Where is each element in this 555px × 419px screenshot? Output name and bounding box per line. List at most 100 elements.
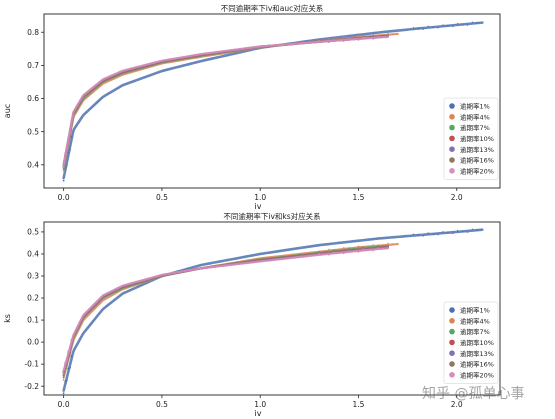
data-point (476, 22, 479, 24)
data-point (70, 338, 73, 341)
data-point (362, 36, 365, 39)
data-point (447, 25, 449, 27)
data-point (461, 230, 464, 233)
legend-box (443, 97, 499, 180)
data-point (471, 21, 474, 24)
data-point (372, 34, 374, 36)
data-point (69, 149, 71, 151)
data-point (343, 40, 345, 42)
data-point (318, 252, 320, 255)
data-point (352, 38, 355, 40)
data-point (427, 25, 429, 28)
data-point (437, 27, 439, 29)
legend-marker (449, 168, 455, 174)
data-point (67, 350, 70, 352)
data-point (437, 233, 439, 236)
legend-label: 逾期率20% (460, 166, 494, 175)
data-point (328, 38, 330, 40)
x-tick-label: 1.5 (353, 193, 365, 202)
legend-marker (449, 124, 455, 131)
legend-label: 逾期率7% (460, 123, 490, 132)
data-point (338, 39, 340, 42)
legend-label: 逾期率13% (460, 145, 494, 154)
legend-marker (449, 350, 455, 357)
data-point (62, 166, 65, 169)
legend-label: 逾期率1% (460, 102, 490, 111)
data-point (362, 248, 365, 250)
data-point (387, 242, 389, 245)
data-point (357, 245, 360, 247)
data-point (357, 251, 360, 253)
data-point (427, 232, 429, 234)
x-tick-label: 2.0 (451, 193, 463, 202)
data-point (67, 135, 70, 138)
y-tick-label: 0.2 (27, 294, 39, 303)
data-point (372, 38, 374, 40)
data-point (343, 36, 345, 39)
data-point (392, 243, 394, 246)
data-point (372, 244, 374, 246)
legend-label: 逾期率1% (460, 306, 490, 315)
legend-label: 逾期率4% (460, 112, 490, 121)
x-axis-label: iv (255, 202, 262, 211)
legend-marker (449, 339, 455, 346)
x-axis-label: iv (255, 409, 262, 418)
chart-auc: 不同逾期率下iv和auc对应关系 0.0 0.5 1.0 1.5 2.0 0.4 0.5 0.6… (3, 3, 501, 211)
data-point (318, 39, 320, 42)
data-point (442, 24, 444, 26)
data-point (452, 232, 454, 235)
data-point (70, 355, 73, 358)
x-tick-label: 0.5 (156, 193, 168, 202)
data-point (377, 247, 379, 249)
y-tick-label: 0.4 (27, 160, 39, 169)
legend-label: 逾期率4% (460, 316, 490, 325)
data-point (65, 149, 68, 152)
chart-title: 不同逾期率下iv和ks对应关系 (223, 211, 321, 221)
series-line (62, 228, 484, 392)
legend-marker (449, 146, 455, 152)
y-tick-label: 0.3 (27, 272, 39, 281)
data-point (457, 229, 459, 232)
data-point (352, 250, 355, 253)
y-tick-label: 0.0 (27, 338, 39, 347)
legend: 逾期率1%逾期率4% 逾期率7% 逾期率10% 逾期率13% 逾期率16%逾期率20% (443, 301, 499, 384)
legend: 逾期率1%逾期率4% 逾期率7% 逾期率10% 逾期率13% 逾期率16%逾期率20% (443, 97, 499, 180)
data-point (338, 252, 340, 254)
legend-marker (449, 114, 455, 120)
x-tick-label: 2.0 (451, 400, 463, 409)
data-point (432, 233, 434, 235)
data-point (69, 366, 71, 369)
data-point (343, 252, 345, 255)
data-point (65, 164, 68, 167)
data-point (62, 379, 65, 381)
y-tick-label: -0.2 (24, 382, 39, 391)
data-point (377, 35, 379, 38)
data-point (64, 152, 67, 155)
y-tick-label: -0.1 (24, 360, 39, 369)
data-point (392, 33, 394, 35)
data-point (452, 25, 454, 28)
data-point (62, 179, 65, 182)
data-point (442, 231, 444, 233)
data-point (65, 361, 68, 363)
legend-marker (449, 361, 455, 367)
data-point (357, 39, 360, 41)
data-point (461, 23, 464, 26)
y-tick-label: 0.5 (27, 228, 39, 237)
x-tick-label: 0.0 (58, 400, 70, 409)
legend-marker (449, 328, 455, 335)
data-point (382, 36, 384, 38)
legend-marker (449, 103, 455, 109)
data-point (367, 37, 370, 39)
data-point (457, 22, 459, 25)
x-tick-label: 1.0 (254, 400, 266, 409)
data-point (64, 380, 67, 383)
series-1 (62, 21, 484, 182)
data-point (62, 168, 65, 170)
data-point (422, 235, 425, 237)
legend-box (443, 301, 499, 384)
data-point (343, 247, 345, 249)
data-point (466, 24, 469, 26)
data-point (471, 228, 474, 231)
x-tick-label: 1.5 (353, 400, 365, 409)
